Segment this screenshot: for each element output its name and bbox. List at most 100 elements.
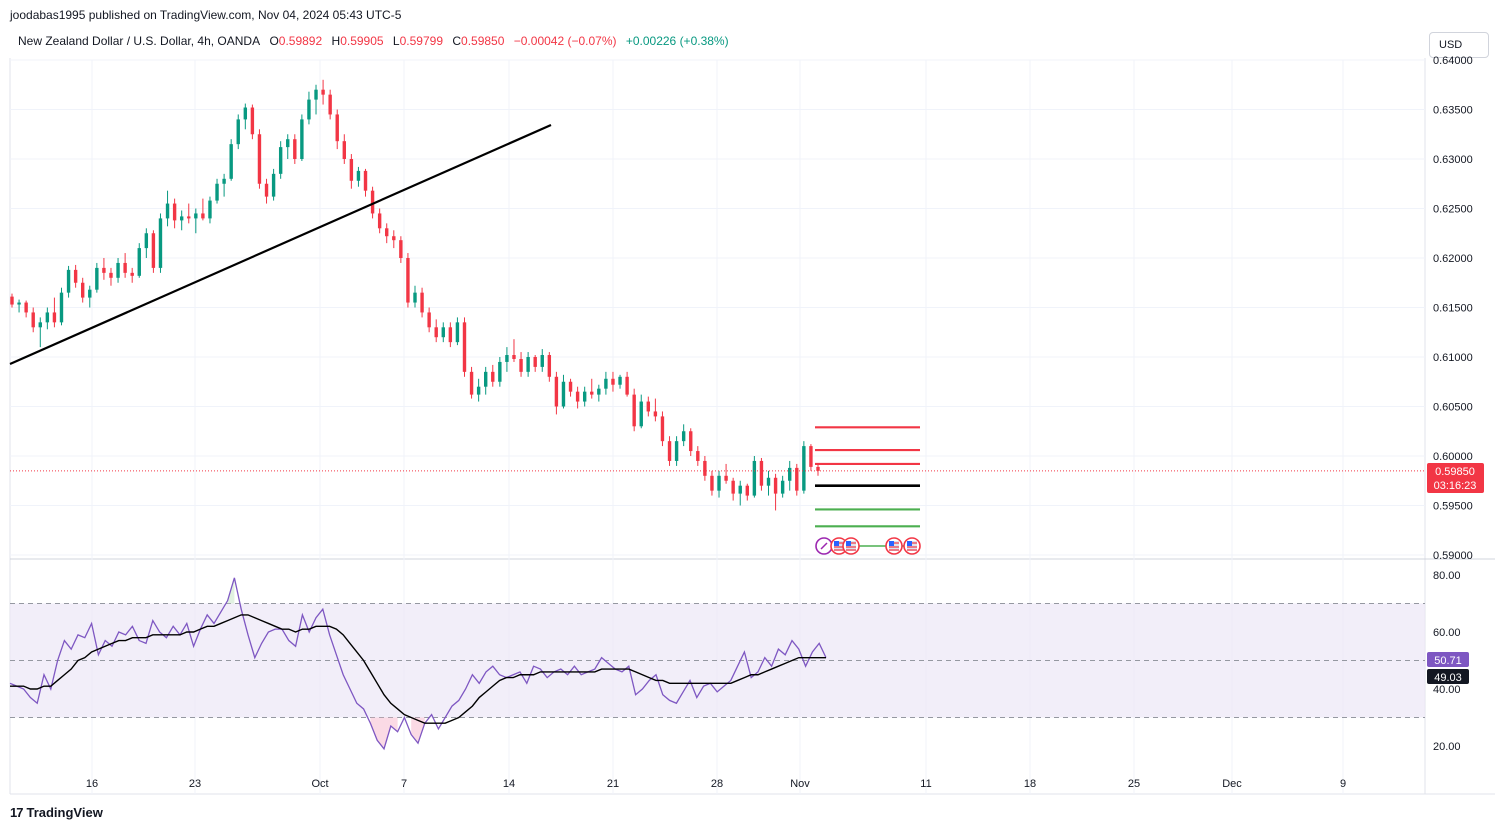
event-marker-glyph: [820, 542, 828, 550]
price-tick-label: 0.61000: [1433, 352, 1473, 364]
us-flag-icon[interactable]: [885, 537, 903, 555]
candle-body: [130, 272, 134, 276]
candle-body: [434, 327, 438, 338]
candle-body: [533, 357, 537, 367]
candle-body: [31, 312, 35, 328]
last-price-tag: [1427, 463, 1484, 493]
candle-body: [370, 190, 375, 214]
candle-body: [766, 477, 771, 486]
candle-body: [611, 378, 615, 385]
low-value: 0.59799: [399, 34, 443, 48]
time-tick-label: Dec: [1222, 778, 1242, 790]
candle-body: [462, 322, 467, 372]
candle-body: [179, 216, 184, 221]
candle-body: [526, 357, 530, 372]
us-flag-icon[interactable]: [842, 537, 860, 555]
tradingview-logo[interactable]: 17 TradingView: [10, 805, 103, 820]
candle-body: [582, 391, 587, 402]
candle-body: [236, 119, 240, 145]
candle-body: [597, 388, 601, 395]
candle-body: [349, 159, 354, 181]
candle-body: [151, 233, 156, 268]
candle-body: [469, 371, 474, 395]
time-tick-label: 23: [189, 778, 201, 790]
close-value: 0.59850: [461, 34, 505, 48]
candle-body: [809, 446, 813, 467]
low-label: L: [392, 34, 400, 48]
candle-body: [17, 302, 21, 305]
candle-body: [95, 267, 99, 290]
rsi-tick-label: 80.00: [1433, 570, 1461, 582]
candle-body: [102, 267, 106, 273]
candle-body: [222, 178, 226, 184]
candle-body: [123, 262, 127, 273]
price-tick-label: 0.63500: [1433, 105, 1473, 117]
candle-body: [476, 386, 481, 395]
candle-body: [144, 233, 149, 249]
price-tick-label: 0.62000: [1433, 253, 1473, 265]
tradingview-logo-icon: 17: [10, 805, 24, 820]
candle-body: [773, 477, 778, 494]
time-tick-label: 18: [1024, 778, 1036, 790]
candle-body: [448, 327, 453, 343]
candle-body: [243, 107, 248, 120]
price-tick-label: 0.60000: [1433, 451, 1473, 463]
candle-body: [229, 144, 233, 179]
price-tick-label: 0.64000: [1433, 55, 1473, 67]
time-tick-label: 25: [1128, 778, 1140, 790]
candle-body: [73, 269, 78, 283]
candle-body: [109, 272, 113, 278]
rsi-band: [10, 603, 1425, 718]
candle-body: [172, 203, 177, 221]
candle-body: [561, 381, 566, 407]
candle-body: [66, 269, 71, 293]
candle-body: [321, 89, 325, 95]
candle-body: [24, 302, 28, 313]
candle-body: [399, 240, 403, 258]
candle-body: [738, 485, 742, 494]
price-tick-label: 0.61500: [1433, 303, 1473, 315]
candle-body: [392, 236, 396, 241]
candle-body: [81, 282, 85, 298]
candle-body: [681, 431, 686, 442]
candle-body: [328, 94, 332, 115]
candle-body: [38, 322, 42, 328]
candle-body: [752, 460, 757, 496]
candle-body: [10, 296, 14, 305]
candle-body: [278, 147, 283, 174]
candle-body: [519, 358, 523, 372]
event-marker-icon[interactable]: [815, 537, 833, 555]
candle-body: [165, 203, 170, 219]
currency-button[interactable]: USD: [1429, 32, 1489, 58]
flag-canton: [907, 541, 912, 546]
candle-body: [257, 134, 262, 184]
candle-body: [59, 292, 64, 323]
candle-body: [780, 480, 785, 494]
rsi-value-tag: [1427, 652, 1469, 667]
symbol-name[interactable]: New Zealand Dollar / U.S. Dollar, 4h, OA…: [18, 34, 261, 48]
candle-body: [116, 262, 120, 278]
rsi-value-text: 50.71: [1434, 655, 1462, 667]
high-value: 0.59905: [340, 34, 384, 48]
time-tick-label: 7: [401, 778, 407, 790]
trend-line: [9, 123, 552, 366]
price-tick-label: 0.59000: [1433, 550, 1473, 562]
candle-body: [689, 431, 693, 452]
candle-body: [264, 183, 269, 197]
candle-body: [307, 99, 311, 120]
candle-body: [632, 394, 636, 427]
candle-body: [646, 401, 651, 412]
us-flag-icon[interactable]: [903, 537, 921, 555]
time-tick-label: 16: [86, 778, 98, 790]
time-tick-label: 21: [607, 778, 619, 790]
time-tick-label: Nov: [790, 778, 810, 790]
candle-body: [505, 355, 509, 362]
candle-body: [540, 355, 544, 367]
candle-body: [406, 258, 410, 303]
flag-canton: [834, 541, 839, 546]
candle-body: [660, 416, 665, 442]
close-label: C: [452, 34, 462, 48]
candle-body: [335, 114, 339, 142]
price-tick-label: 0.60500: [1433, 402, 1473, 414]
